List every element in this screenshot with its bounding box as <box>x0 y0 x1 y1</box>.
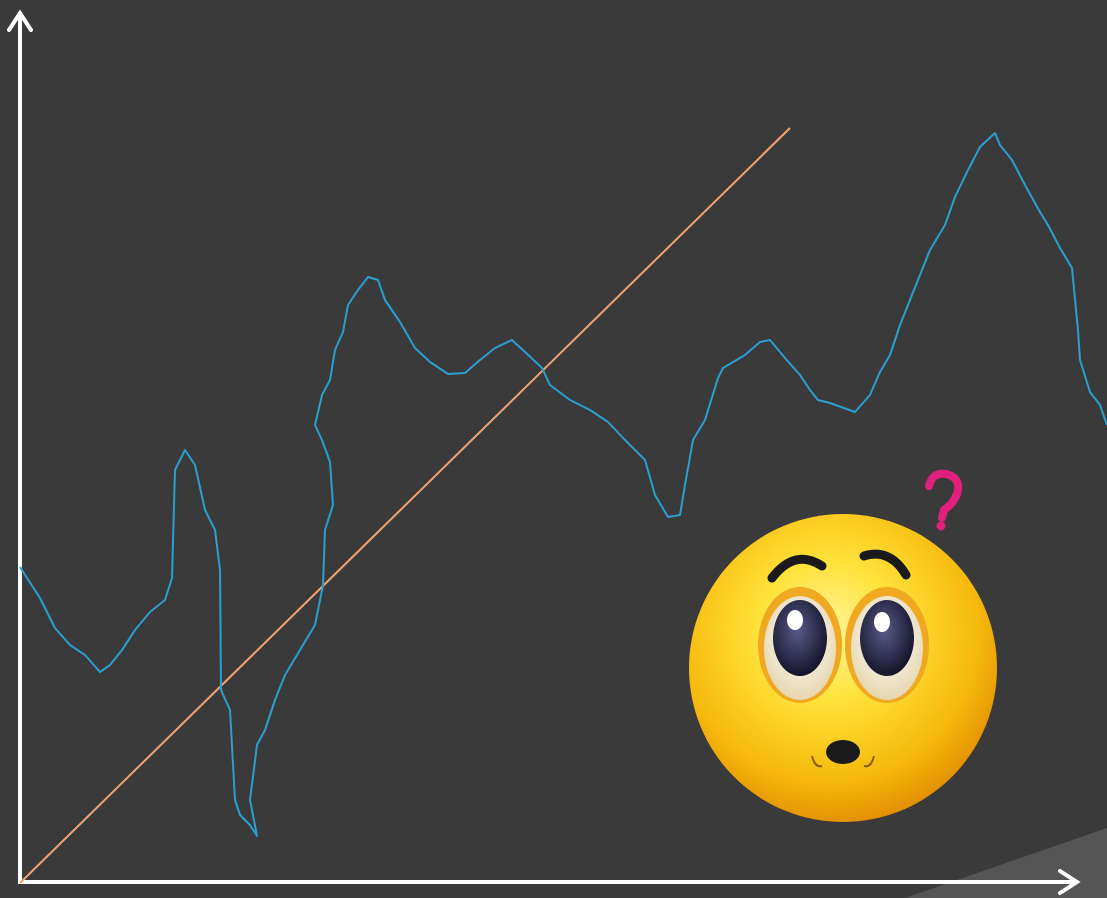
emoji-face <box>689 514 997 822</box>
emoji-mouth <box>826 740 860 764</box>
page-body: {} <box>0 0 1107 898</box>
emoji-highlight <box>874 612 890 632</box>
emoji-pupil <box>860 600 914 676</box>
illustration <box>0 0 1107 898</box>
question-mark-dot <box>937 522 946 531</box>
emoji-pupil <box>773 600 827 676</box>
emoji-highlight <box>787 610 803 630</box>
page: Illustration html, body { margin: 0; pad… <box>0 0 1107 898</box>
